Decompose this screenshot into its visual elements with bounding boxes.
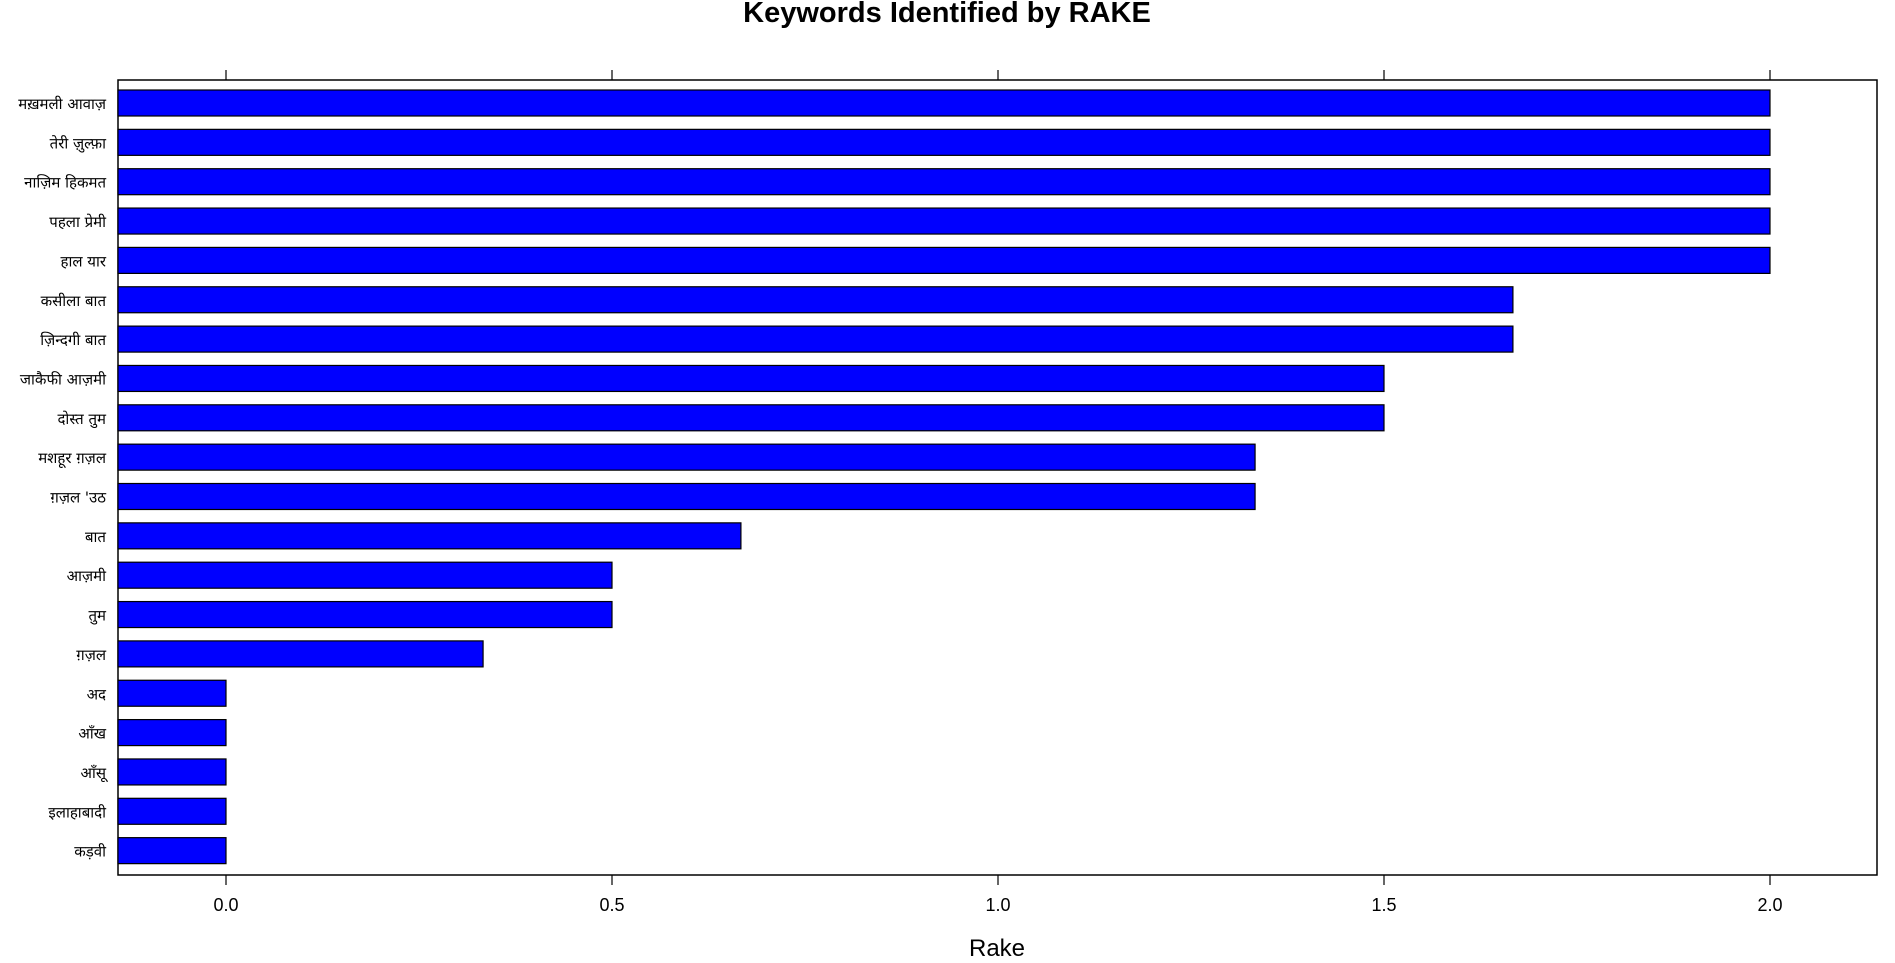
- top-axis-ticks: [225, 70, 1771, 80]
- category-label: तुम: [88, 607, 107, 626]
- x-tick-label: 0.0: [213, 895, 238, 915]
- category-label: कड़वी: [74, 843, 107, 861]
- category-label: कसीला बात: [41, 292, 107, 310]
- category-label: हाल यार: [60, 252, 106, 270]
- bar: [117, 246, 1771, 274]
- category-label: बात: [85, 528, 106, 546]
- bar: [117, 758, 227, 786]
- category-label: आज़मी: [67, 567, 107, 585]
- category-label: तेरी ज़ुल्फ़ा: [50, 134, 107, 153]
- x-tick-label: 1.5: [1371, 895, 1396, 915]
- plot-frame: [117, 79, 1878, 876]
- chart-title: Keywords Identified by RAKE: [743, 0, 1151, 29]
- bar: [117, 404, 1385, 432]
- category-labels: मख़मली आवाज़ तेरी ज़ुल्फ़ा नाज़िम हिकमत पहल…: [18, 95, 108, 861]
- bar: [117, 679, 227, 707]
- bottom-axis: 0.0 0.5 1.0 1.5 2.0: [213, 875, 1783, 915]
- category-label: इलाहाबादी: [48, 803, 107, 821]
- bar: [117, 286, 1514, 314]
- category-label: जाकैफी आज़मी: [20, 370, 107, 388]
- bar: [117, 797, 227, 825]
- bar: [117, 89, 1771, 117]
- bar: [117, 168, 1771, 196]
- category-label: ज़िन्दगी बात: [40, 331, 106, 349]
- category-label: मख़मली आवाज़: [18, 95, 107, 113]
- category-label: नाज़िम हिकमत: [24, 174, 106, 192]
- x-tick-label: 0.5: [599, 895, 624, 915]
- category-label: ग़ज़ल 'उठ: [50, 489, 106, 507]
- bar: [117, 443, 1256, 471]
- bars-group: [117, 89, 1771, 865]
- category-label: ग़ज़ल: [76, 646, 107, 664]
- bar: [117, 364, 1385, 393]
- bar: [117, 600, 613, 629]
- category-label: पहला प्रेमी: [49, 213, 107, 231]
- bar: [117, 837, 227, 865]
- bar: [117, 325, 1514, 353]
- category-label: दोस्त तुम: [57, 410, 107, 429]
- bar: [117, 207, 1771, 235]
- x-axis-label: Rake: [969, 935, 1025, 962]
- x-tick-label: 1.0: [985, 895, 1010, 915]
- bar: [117, 128, 1771, 156]
- bar: [117, 522, 742, 550]
- category-label: अद: [87, 685, 107, 703]
- category-label: मशहूर ग़ज़ल: [38, 449, 107, 469]
- bar: [117, 718, 227, 747]
- category-label: आँख: [78, 725, 106, 743]
- x-tick-label: 2.0: [1757, 895, 1782, 915]
- bar: [117, 561, 613, 589]
- bar: [117, 640, 484, 668]
- category-label: आँसू: [81, 764, 108, 783]
- bar: [117, 482, 1256, 511]
